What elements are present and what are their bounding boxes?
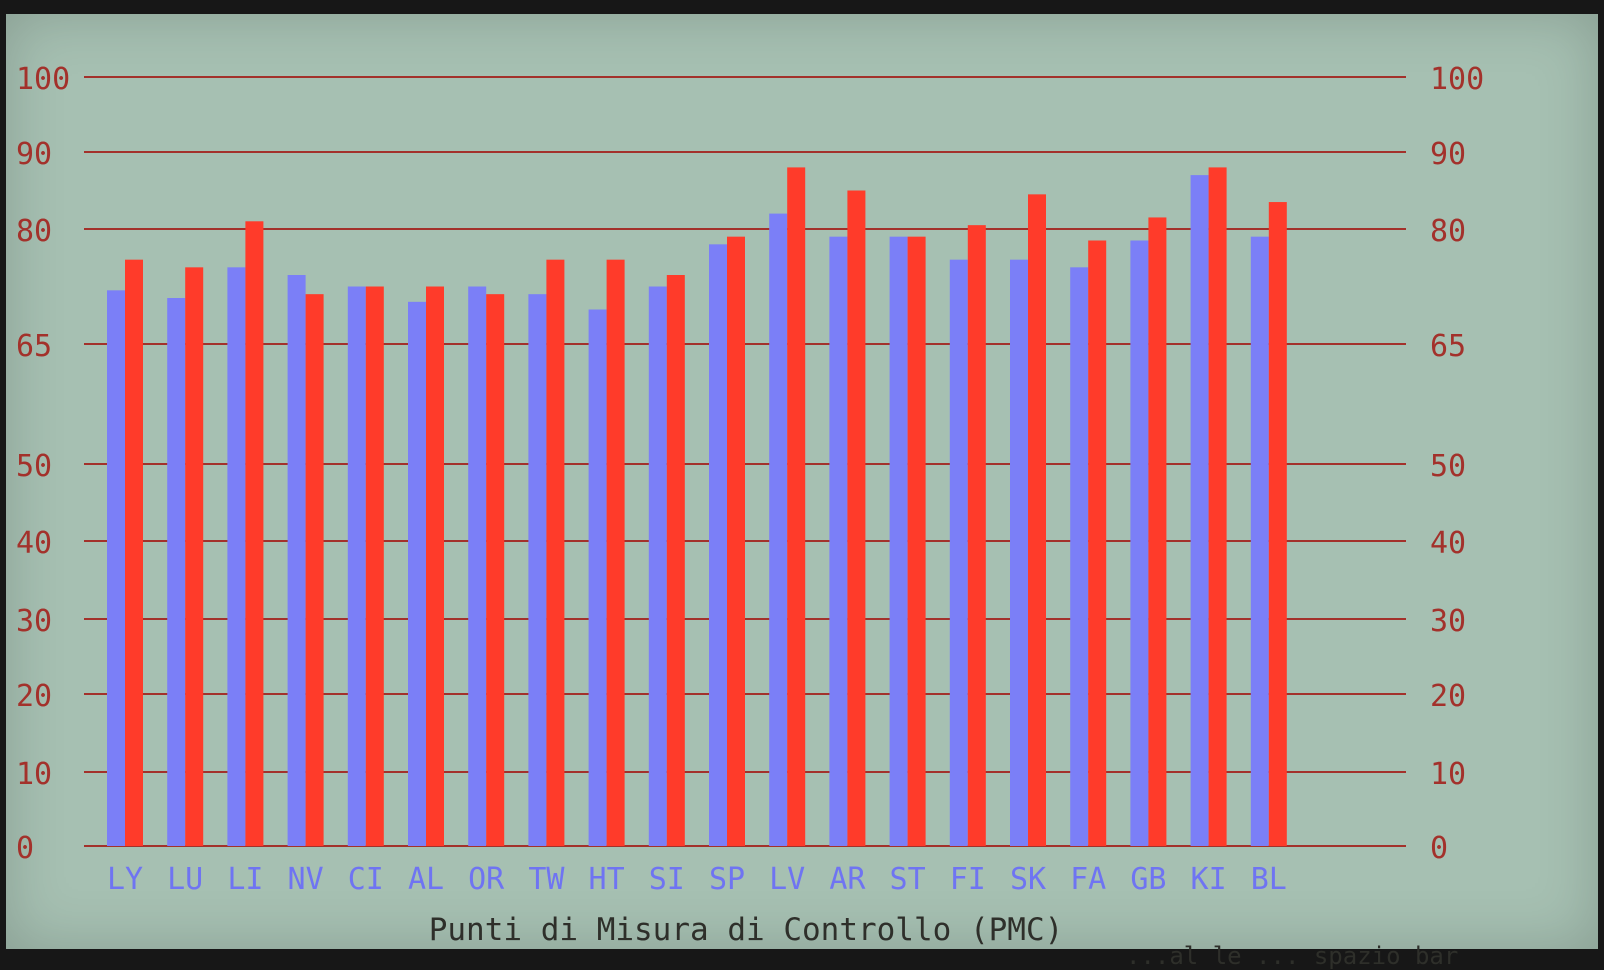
bar-b-ht (606, 259, 625, 846)
bar-a-sp (709, 244, 727, 847)
x-tick-label-lu: LU (167, 862, 203, 897)
y-tick-label-right: 10 (1430, 757, 1466, 792)
x-axis-title: Punti di Misura di Controllo (PMC) (428, 912, 1064, 948)
y-tick-label-left: 30 (16, 604, 52, 639)
x-tick-label-sp: SP (709, 862, 745, 897)
bar-b-or (486, 294, 505, 847)
x-tick-label-ki: KI (1191, 862, 1227, 897)
y-tick-label-right: 90 (1430, 137, 1466, 172)
bar-b-gb (1148, 217, 1167, 846)
bar-a-ar (829, 236, 848, 846)
y-tick-label-right: 0 (1430, 831, 1448, 866)
bar-b-lu (185, 267, 204, 846)
bar-b-fi (967, 225, 986, 846)
x-tick-label-ci: CI (348, 862, 384, 897)
x-tick-label-tw: TW (528, 862, 565, 897)
y-tick-label-right: 80 (1430, 214, 1466, 249)
y-tick-label-left: 100 (16, 62, 70, 97)
bar-b-al (426, 286, 444, 846)
bar-b-bl (1268, 202, 1287, 847)
x-tick-label-nv: NV (288, 862, 324, 897)
x-tick-label-fa: FA (1070, 862, 1106, 897)
x-tick-label-ar: AR (829, 862, 866, 897)
y-tick-label-left: 65 (16, 329, 52, 364)
y-tick-label-right: 30 (1430, 604, 1466, 639)
x-tick-label-sk: SK (1010, 862, 1046, 897)
bar-a-lu (167, 298, 186, 846)
bar-a-ki (1190, 175, 1209, 847)
y-tick-label-left: 50 (16, 449, 52, 484)
bar-a-ly (107, 290, 125, 846)
bar-a-ht (588, 309, 607, 846)
bar-a-li (227, 267, 246, 846)
x-tick-label-lv: LV (769, 862, 805, 897)
bar-b-sp (727, 236, 745, 846)
bar-chart: 0 0 10 10 20 20 30 30 40 40 50 50 65 65 80 80 90 90 100 100… (16, 62, 1484, 897)
bar-b-fa (1088, 240, 1107, 846)
x-tick-label-li: LI (227, 862, 263, 897)
y-tick-label-left: 0 (16, 831, 34, 866)
y-tick-label-left: 80 (16, 214, 52, 249)
bar-b-ki (1208, 167, 1227, 846)
bar-a-sk (1010, 259, 1028, 846)
bar-b-lv (787, 167, 806, 846)
bar-a-gb (1130, 240, 1149, 846)
y-tick-label-right: 50 (1430, 449, 1466, 484)
bar-a-fi (949, 259, 968, 846)
x-tick-label-gb: GB (1130, 862, 1166, 897)
y-tick-label-right: 100 (1430, 62, 1484, 97)
x-tick-label-or: OR (468, 862, 505, 897)
bar-a-lv (769, 213, 788, 847)
y-tick-label-right: 40 (1430, 526, 1466, 561)
bar-b-ar (847, 190, 866, 846)
bar-a-al (408, 301, 426, 846)
y-tick-label-left: 40 (16, 526, 52, 561)
y-tick-label-left: 10 (16, 757, 52, 792)
bar-b-si (666, 275, 685, 846)
x-tick-label-ht: HT (589, 862, 625, 897)
bar-a-tw (528, 294, 547, 847)
bar-a-bl (1250, 236, 1269, 846)
y-tick-label-left: 20 (16, 679, 52, 714)
x-tick-label-fi: FI (950, 862, 986, 897)
bar-a-fa (1070, 267, 1089, 846)
bar-b-li (245, 221, 264, 847)
x-tick-label-bl: BL (1251, 862, 1287, 897)
x-tick-label-st: ST (890, 862, 926, 897)
bar-b-ly (125, 259, 143, 846)
monitor-screen: 0 0 10 10 20 20 30 30 40 40 50 50 65 65 80 80 90 90 100 100… (6, 14, 1598, 970)
bar-a-nv (287, 275, 306, 846)
y-tick-label-right: 65 (1430, 329, 1466, 364)
bar-a-si (648, 286, 667, 846)
x-tick-label-ly: LY (107, 862, 143, 897)
bar-b-tw (546, 259, 565, 846)
bar-b-st (907, 236, 926, 846)
bar-a-or (468, 286, 487, 846)
bar-b-nv (305, 294, 324, 847)
bar-a-st (889, 236, 908, 846)
y-tick-label-right: 20 (1430, 679, 1466, 714)
x-tick-label-al: AL (408, 862, 444, 897)
bar-a-ci (347, 286, 366, 846)
footer-partial-text: ...al le ... spazio bar (1126, 942, 1459, 970)
bar-b-sk (1028, 194, 1046, 847)
x-tick-label-si: SI (649, 862, 685, 897)
y-tick-label-left: 90 (16, 137, 52, 172)
bar-b-ci (365, 286, 384, 846)
